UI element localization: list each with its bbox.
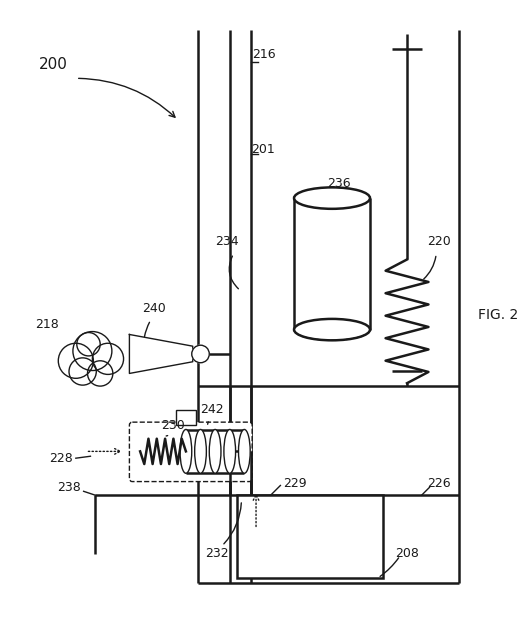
- Ellipse shape: [209, 430, 221, 473]
- Circle shape: [92, 343, 124, 374]
- Text: 232: 232: [205, 547, 229, 560]
- Ellipse shape: [294, 187, 370, 209]
- Ellipse shape: [239, 430, 250, 473]
- Polygon shape: [129, 335, 193, 374]
- Circle shape: [69, 358, 96, 385]
- Ellipse shape: [195, 430, 206, 473]
- Circle shape: [88, 361, 113, 386]
- Text: 230: 230: [162, 418, 185, 432]
- Ellipse shape: [224, 430, 235, 473]
- Circle shape: [58, 343, 93, 379]
- Circle shape: [73, 331, 112, 370]
- Text: 229: 229: [283, 477, 307, 490]
- Text: 240: 240: [142, 302, 166, 314]
- Bar: [176, 411, 196, 425]
- Circle shape: [192, 345, 209, 363]
- Ellipse shape: [180, 430, 192, 473]
- Text: 216: 216: [252, 49, 276, 61]
- Text: 220: 220: [427, 236, 451, 248]
- FancyBboxPatch shape: [129, 422, 252, 481]
- Text: 201: 201: [251, 143, 275, 156]
- Circle shape: [77, 333, 100, 356]
- Text: 226: 226: [427, 477, 451, 490]
- Text: 228: 228: [49, 452, 73, 465]
- Text: 238: 238: [57, 481, 81, 494]
- Text: FIG. 2: FIG. 2: [478, 308, 518, 322]
- Text: 208: 208: [395, 547, 419, 560]
- Text: 236: 236: [327, 177, 351, 190]
- Ellipse shape: [294, 319, 370, 340]
- Text: 218: 218: [35, 318, 59, 331]
- Bar: [237, 495, 383, 578]
- Text: 200: 200: [39, 57, 68, 72]
- Text: 242: 242: [201, 403, 224, 416]
- Text: 234: 234: [215, 236, 239, 248]
